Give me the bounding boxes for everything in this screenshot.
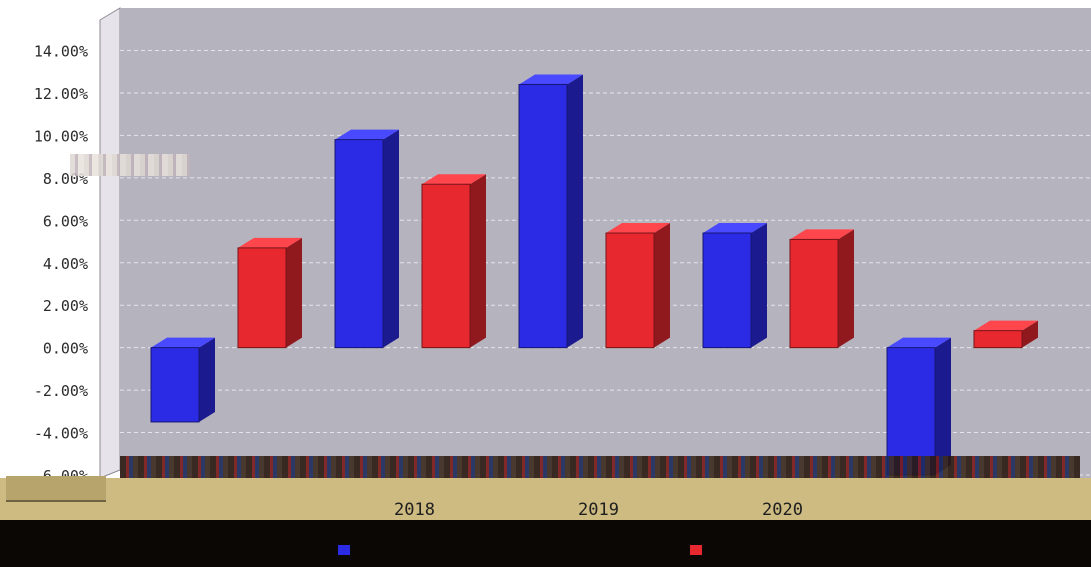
y-tick-label: 14.00% [34,43,88,61]
bar-series-2-2020 [789,229,854,349]
bar-side [286,237,302,348]
x-tick-labels: 2018 2019 2020 [394,500,803,520]
y-tick-label: -2.00% [34,382,88,400]
bar-top [519,74,583,85]
bar-top [422,174,486,185]
rendering-artifact-band [120,456,1080,478]
chart-floor [0,478,1091,520]
bar-front [334,139,384,349]
legend-swatch-series-2 [690,545,702,555]
bar-top [151,337,215,348]
bar-front [605,232,655,349]
bar-side [199,337,215,422]
bar-front [237,247,287,349]
bar-front [789,238,839,349]
bar-series-1-2021 [886,337,951,476]
bar-side [935,337,951,475]
y-tick-label: 12.00% [34,85,88,103]
chart-floor-corner [6,476,106,502]
bar-top [703,223,767,234]
bar-side [470,174,486,348]
x-tick-label: 2018 [394,500,435,520]
bar-side [838,229,854,348]
bar-side [751,223,767,348]
y-tick-label: 10.00% [34,127,88,145]
legend-swatch-series-1 [338,545,350,555]
legend-bar [0,520,1091,567]
bar-front [973,330,1023,349]
x-tick-label: 2020 [762,500,803,520]
bar-series-2-2019 [605,223,670,349]
bar-front [518,83,568,349]
bar-series-1-2020 [702,223,767,349]
bar-side [654,223,670,348]
bar-top [238,237,302,248]
y-tick-label: 4.00% [43,255,88,273]
bars [150,74,1038,476]
bar-front [421,183,471,349]
bar-series-2-2018 [421,174,486,349]
bar-front [702,232,752,349]
y-tick-label: 6.00% [43,212,88,230]
bar-series-2-2017 [237,237,302,349]
bar-side [383,129,399,348]
bar-series-1-2018 [334,129,399,349]
bar-front [886,347,936,476]
bar-series-1-2017 [150,337,215,423]
bar-top [335,129,399,140]
bar-side [1022,320,1038,348]
bar-top [974,320,1038,331]
x-tick-label: 2019 [578,500,619,520]
bar-top [790,229,854,240]
bar-series-2-2021 [973,320,1038,349]
y-tick-label: 0.00% [43,340,88,358]
y-tick-label: -4.00% [34,425,88,443]
y-axis: 14.00%12.00%10.00%8.00%6.00%4.00%2.00%0.… [34,43,88,486]
bar-top [606,223,670,234]
bar-front [150,347,200,423]
rendering-artifact [70,154,190,176]
bar-top [887,337,951,348]
y-tick-label: 2.00% [43,297,88,315]
bar-side [567,74,583,348]
bar-series-1-2019 [518,74,583,349]
